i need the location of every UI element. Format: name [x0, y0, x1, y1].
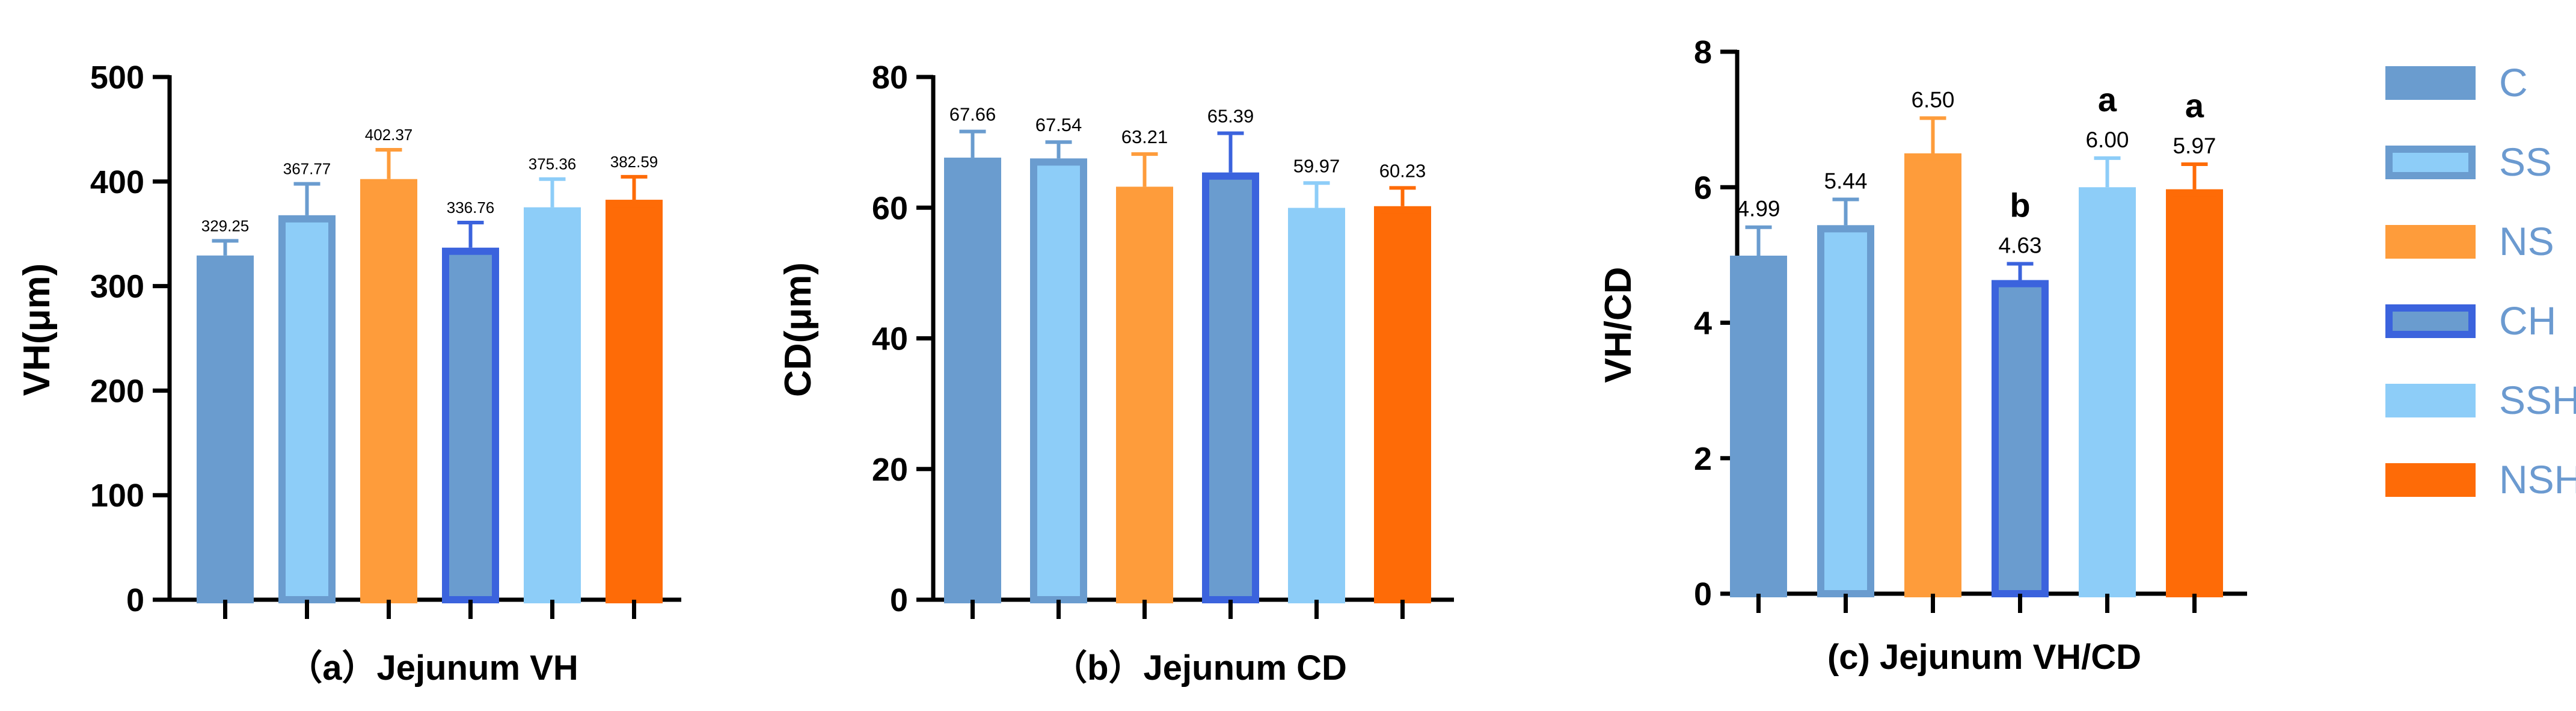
panel-c-value-label-ss: 5.44	[1824, 169, 1867, 194]
panel-a-bar-ch	[442, 247, 499, 603]
legend-swatch-ch	[2385, 304, 2476, 338]
panel-a-y-tick-label: 100	[90, 478, 144, 514]
legend-label-ssh: SSH	[2499, 378, 2576, 422]
panel-c-y-tick-label: 6	[1694, 170, 1712, 206]
panel-c-y-tick-label: 8	[1694, 34, 1712, 70]
legend-swatch-c	[2385, 66, 2476, 100]
panel-a-bar-ssh	[524, 207, 581, 603]
panel-c-y-tick-label: 4	[1694, 306, 1712, 342]
panel-b-bar-nsh	[1374, 206, 1431, 603]
panel-c-caption: (c) Jejunum VH/CD	[1827, 638, 2141, 677]
panel-a-caption: （a）Jejunum VH	[287, 648, 578, 688]
panel-c-bar-ssh	[2079, 187, 2136, 597]
legend-swatch-ns	[2385, 225, 2476, 259]
panel-a-value-label-c: 329.25	[201, 217, 250, 235]
panel-c-jejunum-vh-cd: VH/CD (c) Jejunum VH/CD 0 2 4 6 8 4.99 5.44 6.5…	[1598, 34, 2247, 677]
legend: C SS NS CH SSH NSH	[2385, 60, 2576, 502]
panel-a-y-tick-label: 400	[90, 164, 144, 200]
legend-label-c: C	[2499, 60, 2528, 105]
legend-label-nsh: NSH	[2499, 457, 2576, 502]
panel-a-y-tick-label: 300	[90, 269, 144, 305]
panel-a-y-tick-label: 0	[126, 582, 144, 618]
panel-b-value-label-ch: 65.39	[1207, 106, 1254, 127]
panel-b-value-label-nsh: 60.23	[1379, 160, 1426, 181]
panel-b-bar-ns	[1116, 186, 1173, 604]
panel-b-y-tick-label: 20	[872, 452, 908, 488]
panel-b-bar-c	[944, 158, 1001, 603]
panel-b-y-tick-label: 60	[872, 190, 908, 226]
panel-a-bar-nsh	[606, 200, 663, 603]
panel-b-value-label-c: 67.66	[949, 104, 996, 125]
panel-c-value-label-ssh: 6.00	[2085, 128, 2129, 152]
panel-c-y-tick-label: 0	[1694, 576, 1712, 612]
panel-c-bar-nsh	[2166, 189, 2223, 598]
panel-b-y-tick-label: 40	[872, 321, 908, 357]
panel-a-value-label-ch: 336.76	[447, 199, 495, 217]
panel-c-y-axis-label: VH/CD	[1598, 267, 1639, 383]
panel-a-bar-ss	[278, 215, 336, 603]
panel-b-y-tick-label: 80	[872, 60, 908, 96]
panel-a-bar-c	[197, 255, 254, 603]
panel-c-value-label-c: 4.99	[1737, 197, 1780, 221]
panel-c-value-label-ns: 6.50	[1911, 87, 1954, 112]
panel-a-y-tick-label: 200	[90, 373, 144, 409]
panel-a-y-axis-label: VH(μm)	[16, 263, 58, 396]
panel-c-significance-ch: b	[2010, 186, 2030, 224]
panel-c-bar-c	[1730, 256, 1787, 598]
legend-label-ns: NS	[2499, 219, 2554, 263]
legend-label-ss: SS	[2499, 140, 2552, 184]
panel-b-value-label-ss: 67.54	[1035, 114, 1082, 135]
panel-c-significance-ssh: a	[2098, 81, 2117, 118]
panel-c-value-label-nsh: 5.97	[2173, 134, 2216, 158]
panel-a-jejunum-vh: VH(μm) （a）Jejunum VH 0 100 200 300 400 500 329…	[16, 60, 681, 688]
panel-b-y-axis-label: CD(μm)	[777, 262, 819, 397]
legend-label-ch: CH	[2499, 298, 2556, 343]
legend-swatch-ss	[2385, 146, 2476, 179]
panel-c-y-tick-label: 2	[1694, 441, 1712, 477]
panel-b-y-tick-label: 0	[890, 582, 908, 618]
legend-swatch-nsh	[2385, 463, 2476, 497]
panel-b-caption: （b）Jejunum CD	[1052, 648, 1347, 688]
panel-c-bar-ch	[1992, 280, 2049, 597]
panel-a-value-label-nsh: 382.59	[610, 153, 658, 171]
panel-a-value-label-ns: 402.37	[365, 126, 413, 144]
legend-swatch-ssh	[2385, 384, 2476, 417]
panel-b-bar-ssh	[1288, 208, 1345, 603]
panel-c-bar-ss	[1817, 225, 1874, 597]
panel-c-significance-nsh: a	[2185, 87, 2204, 125]
panel-a-value-label-ss: 367.77	[283, 160, 331, 178]
panel-a-bar-ns	[360, 179, 417, 603]
panel-b-value-label-ns: 63.21	[1121, 126, 1168, 147]
panel-b-bar-ss	[1030, 158, 1087, 603]
panel-b-bar-ch	[1202, 172, 1259, 603]
panel-a-y-tick-label: 500	[90, 60, 144, 96]
panel-a-value-label-ssh: 375.36	[529, 155, 577, 173]
panel-c-value-label-ch: 4.63	[1998, 233, 2041, 258]
panel-b-jejunum-cd: CD(μm) （b）Jejunum CD 0 20 40 60 80 67.66 67.54…	[777, 60, 1454, 688]
panel-b-value-label-ssh: 59.97	[1293, 155, 1340, 176]
panel-c-bar-ns	[1904, 153, 1961, 597]
